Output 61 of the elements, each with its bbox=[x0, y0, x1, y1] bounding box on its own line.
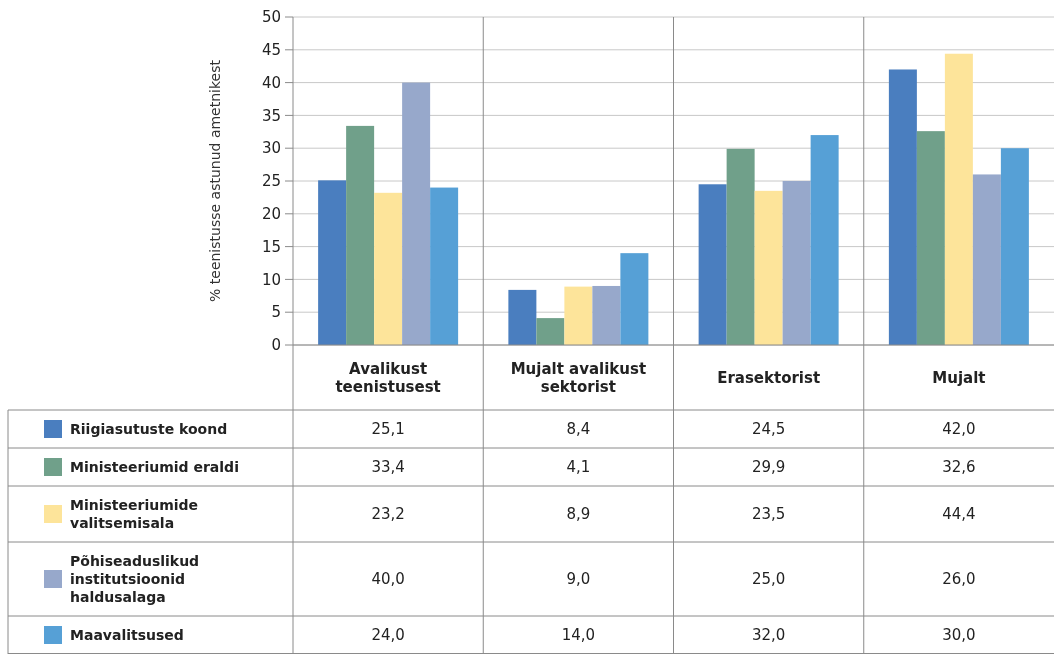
x-tick-label: Avalikust teenistusest bbox=[335, 359, 441, 396]
y-tick-label: 0 bbox=[271, 336, 281, 355]
data-label: 42,0 bbox=[942, 420, 976, 439]
data-label: 23,2 bbox=[371, 505, 405, 524]
data-label: 23,5 bbox=[751, 505, 786, 524]
y-tick-label: 35 bbox=[261, 106, 281, 125]
x-tick-label: Erasektorist bbox=[717, 368, 821, 387]
bar bbox=[564, 286, 593, 345]
bar bbox=[726, 148, 755, 345]
bar bbox=[944, 53, 973, 345]
data-label: 25,1 bbox=[371, 420, 405, 439]
bar bbox=[1000, 148, 1029, 345]
data-label: 32,0 bbox=[751, 626, 786, 645]
legend-label: Maavalitsused bbox=[70, 626, 184, 643]
data-label: 30,0 bbox=[942, 626, 976, 645]
y-tick-label: 20 bbox=[261, 205, 281, 224]
data-label: 40,0 bbox=[371, 570, 405, 589]
data-label: 33,4 bbox=[371, 458, 405, 477]
data-label: 24,5 bbox=[751, 420, 786, 439]
x-tick-label: Mujalt bbox=[932, 368, 986, 387]
bar bbox=[782, 181, 811, 345]
data-label: 4,1 bbox=[566, 458, 591, 477]
bar bbox=[374, 192, 403, 345]
data-label: 29,9 bbox=[751, 458, 786, 477]
y-tick-label: 45 bbox=[261, 41, 281, 60]
y-tick-label: 15 bbox=[261, 237, 281, 256]
data-label: 9,0 bbox=[566, 570, 591, 589]
bar bbox=[972, 174, 1001, 345]
bar bbox=[916, 131, 945, 345]
legend-label: Põhiseaduslikud institutsioonid haldusalaga bbox=[70, 552, 200, 605]
y-tick-label: 40 bbox=[261, 73, 281, 92]
y-tick-label: 5 bbox=[271, 303, 281, 322]
bar bbox=[620, 253, 649, 345]
bar bbox=[536, 318, 565, 345]
legend-label: Ministeeriumide valitsemisala bbox=[70, 496, 199, 531]
bar bbox=[508, 289, 537, 345]
y-axis-title: % teenistusse astunud ametnikest bbox=[207, 59, 223, 302]
legend-label: Ministeeriumid eraldi bbox=[70, 458, 239, 475]
data-label: 32,6 bbox=[942, 458, 976, 477]
data-label: 14,0 bbox=[561, 626, 596, 645]
bar bbox=[346, 125, 375, 345]
bar bbox=[754, 190, 783, 345]
data-label: 8,9 bbox=[566, 505, 591, 524]
bar bbox=[810, 135, 839, 345]
data-label: 24,0 bbox=[371, 626, 405, 645]
bar bbox=[430, 187, 459, 345]
bar bbox=[592, 285, 621, 345]
y-tick-label: 50 bbox=[261, 8, 281, 27]
y-tick-label: 25 bbox=[261, 172, 281, 191]
bar bbox=[698, 184, 727, 345]
y-tick-label: 30 bbox=[261, 139, 281, 158]
bar bbox=[888, 69, 917, 345]
data-label: 8,4 bbox=[566, 420, 591, 439]
y-tick-label: 10 bbox=[261, 270, 281, 289]
legend-label: Riigiasutuste koond bbox=[70, 420, 228, 437]
data-label: 44,4 bbox=[942, 505, 976, 524]
data-label: 26,0 bbox=[942, 570, 976, 589]
data-label: 25,0 bbox=[751, 570, 786, 589]
x-tick-label: Mujalt avalikust sektorist bbox=[510, 359, 647, 396]
bar bbox=[402, 82, 431, 345]
bar bbox=[318, 180, 347, 345]
